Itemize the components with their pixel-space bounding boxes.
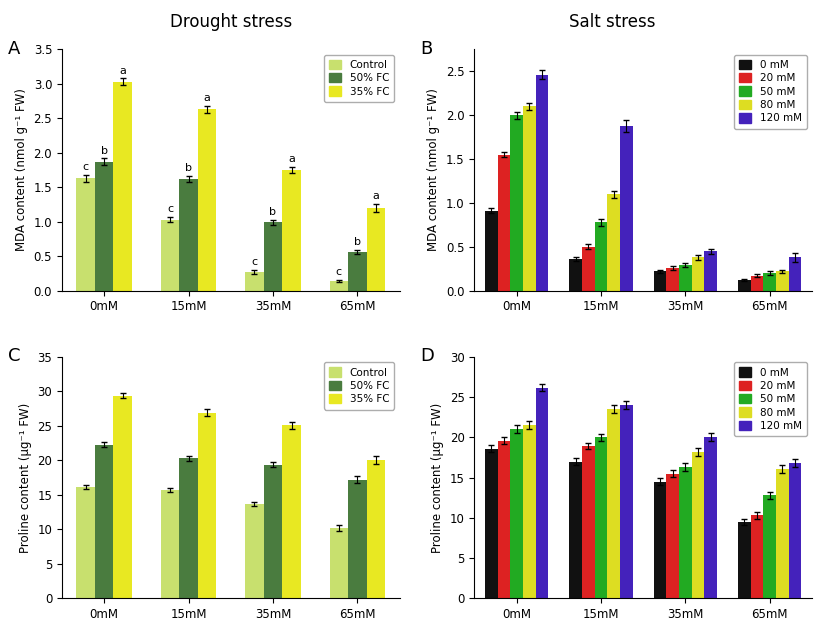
Bar: [763, 495, 776, 598]
Bar: [776, 272, 789, 291]
Bar: [653, 481, 667, 598]
Text: b: b: [354, 237, 361, 247]
Bar: [607, 194, 620, 291]
Legend: Control, 50% FC, 35% FC: Control, 50% FC, 35% FC: [323, 362, 394, 410]
Bar: [113, 396, 132, 598]
Text: B: B: [420, 39, 433, 58]
Bar: [705, 438, 717, 598]
Bar: [510, 429, 523, 598]
Bar: [198, 413, 217, 598]
Text: D: D: [420, 347, 434, 365]
Bar: [264, 223, 282, 291]
Text: C: C: [8, 347, 21, 365]
Bar: [282, 425, 301, 598]
Y-axis label: Proline content (μg⁻¹ FW): Proline content (μg⁻¹ FW): [431, 403, 444, 553]
Text: Drought stress: Drought stress: [170, 13, 293, 31]
Bar: [620, 126, 633, 291]
Bar: [76, 178, 95, 291]
Bar: [739, 522, 751, 598]
Bar: [607, 409, 620, 598]
Bar: [366, 460, 385, 598]
Bar: [595, 438, 607, 598]
Text: c: c: [83, 162, 88, 172]
Bar: [739, 280, 751, 291]
Bar: [329, 528, 348, 598]
Bar: [179, 459, 198, 598]
Bar: [653, 272, 667, 291]
Bar: [679, 265, 691, 291]
Bar: [76, 487, 95, 598]
Text: a: a: [372, 191, 380, 201]
Text: c: c: [167, 204, 173, 214]
Bar: [776, 469, 789, 598]
Bar: [679, 467, 691, 598]
Text: c: c: [251, 257, 257, 267]
Bar: [282, 170, 301, 291]
Bar: [763, 273, 776, 291]
Bar: [160, 490, 179, 598]
Bar: [113, 82, 132, 291]
Bar: [705, 251, 717, 291]
Bar: [569, 462, 582, 598]
Bar: [751, 276, 763, 291]
Bar: [523, 425, 536, 598]
Bar: [198, 109, 217, 291]
Bar: [485, 448, 498, 598]
Bar: [691, 452, 705, 598]
Bar: [95, 162, 113, 291]
Legend: 0 mM, 20 mM, 50 mM, 80 mM, 120 mM: 0 mM, 20 mM, 50 mM, 80 mM, 120 mM: [734, 362, 807, 436]
Bar: [366, 208, 385, 291]
Bar: [264, 464, 282, 598]
Bar: [569, 259, 582, 291]
Bar: [485, 211, 498, 291]
Y-axis label: MDA content (nmol g⁻¹ FW): MDA content (nmol g⁻¹ FW): [428, 88, 441, 251]
Legend: 0 mM, 20 mM, 50 mM, 80 mM, 120 mM: 0 mM, 20 mM, 50 mM, 80 mM, 120 mM: [734, 55, 807, 128]
Bar: [582, 247, 595, 291]
Bar: [582, 446, 595, 598]
Bar: [95, 445, 113, 598]
Bar: [667, 474, 679, 598]
Bar: [536, 75, 548, 291]
Bar: [348, 252, 366, 291]
Bar: [523, 106, 536, 291]
Legend: Control, 50% FC, 35% FC: Control, 50% FC, 35% FC: [323, 55, 394, 102]
Bar: [536, 387, 548, 598]
Text: A: A: [8, 39, 20, 58]
Bar: [348, 480, 366, 598]
Text: b: b: [185, 163, 192, 173]
Bar: [510, 115, 523, 291]
Bar: [160, 219, 179, 291]
Bar: [498, 155, 510, 291]
Bar: [245, 504, 264, 598]
Bar: [245, 272, 264, 291]
Bar: [179, 179, 198, 291]
Bar: [789, 258, 801, 291]
Y-axis label: Proline content (μg⁻¹ FW): Proline content (μg⁻¹ FW): [19, 403, 31, 553]
Y-axis label: MDA content (nmol g⁻¹ FW): MDA content (nmol g⁻¹ FW): [15, 88, 28, 251]
Text: a: a: [119, 66, 127, 76]
Bar: [789, 463, 801, 598]
Text: c: c: [336, 267, 342, 277]
Text: a: a: [203, 93, 211, 103]
Text: Salt stress: Salt stress: [569, 13, 655, 31]
Text: a: a: [288, 154, 295, 164]
Bar: [691, 258, 705, 291]
Bar: [595, 222, 607, 291]
Bar: [620, 405, 633, 598]
Text: b: b: [101, 146, 108, 156]
Text: b: b: [270, 207, 276, 217]
Bar: [751, 515, 763, 598]
Bar: [329, 281, 348, 291]
Bar: [498, 441, 510, 598]
Bar: [667, 268, 679, 291]
